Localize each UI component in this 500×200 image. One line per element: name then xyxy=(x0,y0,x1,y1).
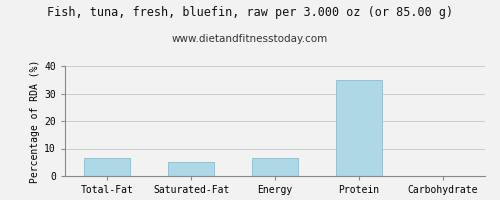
Text: Fish, tuna, fresh, bluefin, raw per 3.000 oz (or 85.00 g): Fish, tuna, fresh, bluefin, raw per 3.00… xyxy=(47,6,453,19)
Bar xyxy=(168,162,214,176)
Y-axis label: Percentage of RDA (%): Percentage of RDA (%) xyxy=(30,59,40,183)
Bar xyxy=(336,80,382,176)
Text: www.dietandfitnesstoday.com: www.dietandfitnesstoday.com xyxy=(172,34,328,44)
Bar xyxy=(84,158,130,176)
Bar xyxy=(252,158,298,176)
